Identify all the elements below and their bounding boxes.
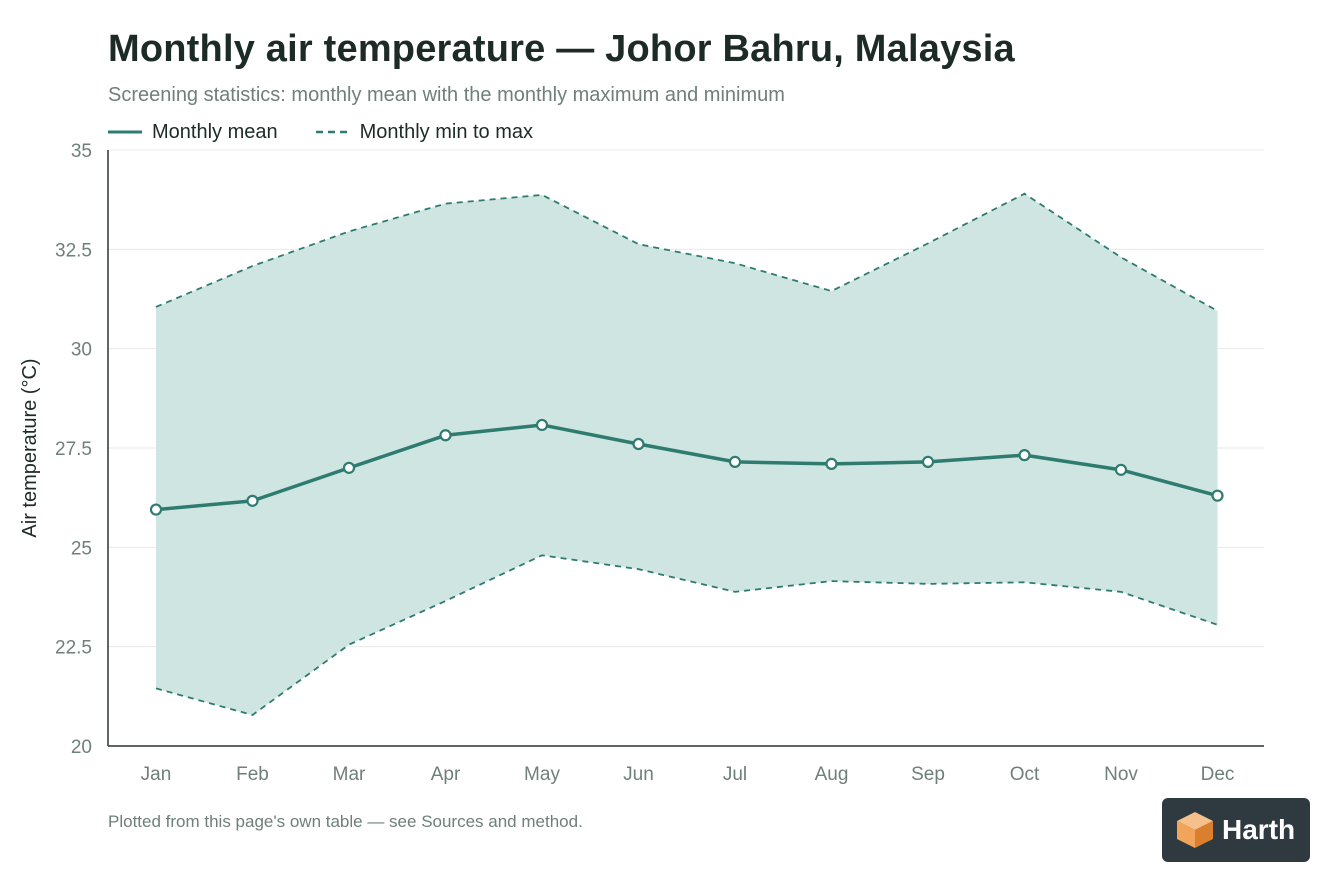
mean-point [1211, 489, 1224, 502]
cube-icon [1177, 812, 1213, 848]
mean-point [535, 418, 549, 432]
chart-title: Monthly air temperature — Johor Bahru, M… [108, 28, 1015, 70]
y-tick-label: 20 [71, 737, 92, 758]
legend-swatch-dashed [315, 130, 350, 134]
legend-item-range: Monthly min to max [315, 120, 534, 144]
mean-point [439, 429, 452, 442]
logo-text: Harth [1222, 814, 1296, 845]
mean-point [1114, 463, 1128, 476]
min-line [155, 554, 1218, 716]
x-tick-label: Jun [623, 764, 654, 785]
x-tick-label: Nov [1104, 764, 1138, 785]
mean-point [1018, 449, 1031, 462]
footnote: Plotted from this page's own table — see… [108, 812, 583, 831]
y-tick-label: 32.5 [55, 240, 92, 261]
mean-line [155, 423, 1218, 512]
legend-label-range: Monthly min to max [359, 120, 534, 143]
mean-point [728, 455, 742, 469]
x-tick-label: May [524, 764, 560, 785]
y-axis-label: Air temperature (°C) [19, 358, 41, 537]
legend-item-mean: Monthly mean [108, 121, 278, 144]
mean-point [921, 455, 935, 469]
legend-label-mean: Monthly mean [152, 120, 278, 143]
mean-point [342, 461, 356, 474]
mean-point [149, 503, 163, 516]
y-tick-label: 22.5 [55, 638, 92, 659]
x-tick-label: Oct [1010, 764, 1040, 785]
x-tick-label: Jan [141, 764, 172, 785]
x-tick-label: Apr [431, 764, 461, 785]
mean-point [825, 457, 838, 470]
x-tick-label: Sep [911, 764, 945, 785]
y-tick-label: 30 [71, 340, 92, 361]
max-line [155, 192, 1218, 312]
x-tick-label: Aug [815, 764, 849, 785]
chart-subtitle: Screening statistics: monthly mean with … [108, 84, 785, 106]
legend-swatch-solid [108, 130, 142, 134]
x-tick-label: Feb [236, 764, 269, 785]
x-tick-label: Mar [333, 764, 366, 785]
y-tick-label: 25 [71, 538, 92, 559]
mean-point [632, 437, 645, 451]
x-tick-label: Jul [723, 764, 747, 785]
y-tick-label: 27.5 [55, 439, 92, 460]
y-tick-label: 35 [71, 141, 92, 162]
mean-point [246, 494, 259, 507]
x-tick-label: Dec [1201, 764, 1235, 785]
harth-logo: Harth [1162, 798, 1310, 862]
legend: Monthly mean Monthly min to max [108, 119, 533, 145]
